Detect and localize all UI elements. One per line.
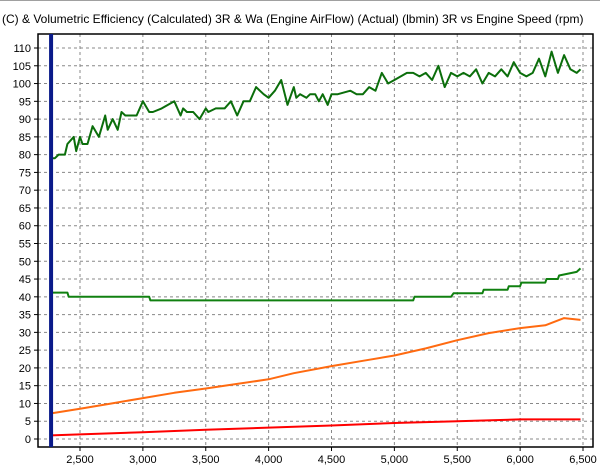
x-tick-label: 6,000 xyxy=(506,454,534,466)
y-tick-label: 110 xyxy=(13,43,31,55)
y-tick-label: 65 xyxy=(19,203,31,215)
y-tick-label: 45 xyxy=(19,274,31,286)
x-tick-label: 4,000 xyxy=(255,454,283,466)
y-tick-label: 50 xyxy=(19,256,31,268)
y-tick-label: 55 xyxy=(19,239,31,251)
y-tick-label: 60 xyxy=(19,221,31,233)
y-tick-label: 80 xyxy=(19,150,31,162)
y-tick-label: 5 xyxy=(25,416,31,428)
x-tick-label: 6,500 xyxy=(569,454,597,466)
y-tick-label: 30 xyxy=(19,327,31,339)
x-tick-label: 2,500 xyxy=(66,454,94,466)
chart-title: (C) & Volumetric Efficiency (Calculated)… xyxy=(2,12,584,26)
series-line-2 xyxy=(51,267,582,302)
y-tick-label: 20 xyxy=(19,363,31,375)
y-tick-label: 35 xyxy=(19,310,31,322)
y-tick-label: 70 xyxy=(19,185,31,197)
x-tick-label: 5,000 xyxy=(381,454,409,466)
plot-border xyxy=(37,33,594,448)
series-line-3 xyxy=(50,317,581,415)
y-tick-label: 85 xyxy=(19,132,31,144)
y-tick-label: 10 xyxy=(19,398,31,410)
y-tick-label: 95 xyxy=(19,96,31,108)
x-tick-label: 3,500 xyxy=(192,454,220,466)
x-tick-label: 3,000 xyxy=(129,454,157,466)
y-tick-label: 0 xyxy=(25,434,31,446)
x-tick-label: 4,500 xyxy=(318,454,346,466)
y-tick-label: 40 xyxy=(19,292,31,304)
y-tick-label: 75 xyxy=(19,167,31,179)
series-line-4 xyxy=(51,418,581,437)
series-line-1 xyxy=(51,50,582,160)
y-tick-label: 25 xyxy=(19,345,31,357)
y-tick-label: 100 xyxy=(13,79,31,91)
x-tick-label: 5,500 xyxy=(443,454,471,466)
y-tick-label: 90 xyxy=(19,114,31,126)
y-tick-label: 105 xyxy=(13,61,31,73)
y-tick-label: 15 xyxy=(19,381,31,393)
